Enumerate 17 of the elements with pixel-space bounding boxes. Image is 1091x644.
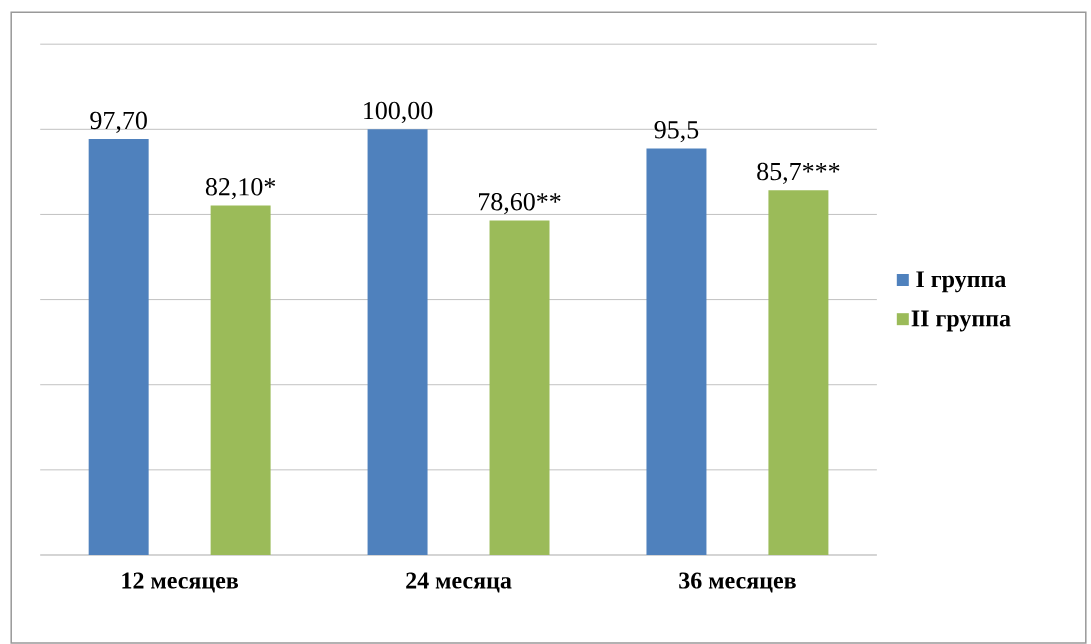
bar	[489, 220, 550, 555]
data-label: 95,5	[654, 120, 699, 143]
data-label: 97,70	[90, 111, 147, 133]
bar	[646, 148, 707, 555]
data-label: 78,60**	[479, 192, 561, 215]
legend-label: II группа	[911, 310, 1011, 332]
x-tick-label: 12 месяцев	[122, 572, 239, 593]
data-label: 100,00	[364, 101, 433, 124]
legend-label: I группа	[916, 271, 1006, 293]
data-label: 82,10*	[205, 177, 276, 200]
bar	[768, 190, 829, 555]
data-label: 85,7***	[757, 162, 840, 184]
x-tick-label: 36 месяцев	[679, 572, 796, 593]
x-tick-label: 24 месяца	[406, 572, 512, 593]
bar	[88, 139, 149, 555]
bar	[367, 129, 428, 555]
bar	[210, 205, 271, 555]
